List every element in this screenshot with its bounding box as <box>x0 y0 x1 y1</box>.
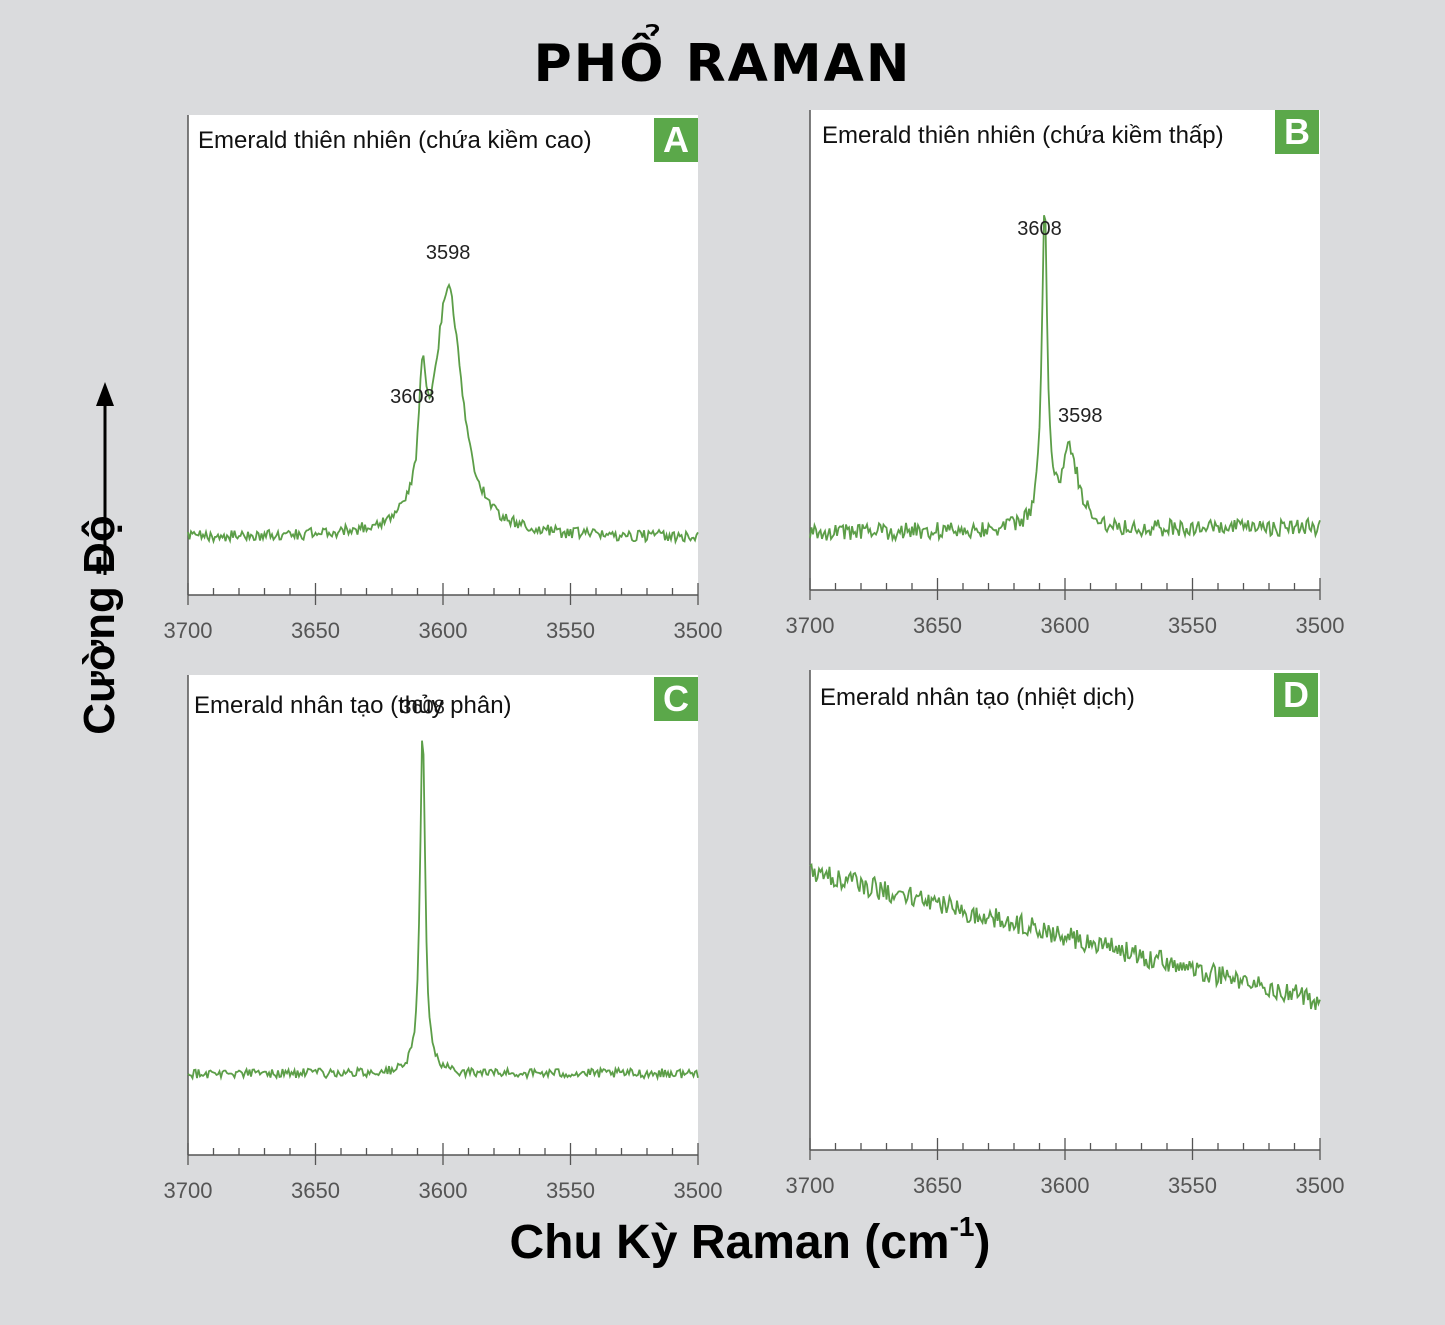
y-axis-arrow-icon <box>96 382 114 575</box>
panel-c-chart: 3700 3650 3600 3550 3500 3608 <box>164 675 723 1203</box>
panel-c-badge: C <box>654 677 698 721</box>
x-axis-label: Chu Kỳ Raman (cm-1) <box>0 1211 1445 1270</box>
x-axis-label-text: Chu Kỳ Raman (cm <box>509 1216 950 1269</box>
panel-d-chart: 3700 3650 3600 3550 3500 <box>786 670 1345 1198</box>
panel-d-x-tick-label: 3700 <box>786 1173 835 1198</box>
panel-b-badge: B <box>1275 110 1319 154</box>
panel-d: 3700 3650 3600 3550 3500 Emerald nhân tạo (n… <box>782 670 1352 1200</box>
panel-b-x-tick-label: 3500 <box>1296 613 1345 638</box>
panel-d-badge: D <box>1274 673 1318 717</box>
panel-a-peak-label: 3598 <box>426 242 471 264</box>
panel-d-x-tick-label: 3650 <box>913 1173 962 1198</box>
panel-c-x-tick-label: 3700 <box>164 1178 213 1203</box>
panel-b-x-tick-label: 3650 <box>913 613 962 638</box>
chart-title: PHỔ RAMAN <box>533 34 912 94</box>
panel-d-background <box>810 670 1320 1150</box>
panel-b: 3700 3650 3600 3550 3500 3608 3598 Emerald thi… <box>782 110 1352 640</box>
panel-b-spectrum-line <box>809 215 1321 543</box>
panel-c-spectrum-line <box>187 740 699 1082</box>
panel-a-title: Emerald thiên nhiên (chứa kiềm cao) <box>198 127 592 154</box>
panel-b-peak-label: 3608 <box>1017 218 1062 240</box>
panel-d-x-tick-label: 3550 <box>1168 1173 1217 1198</box>
panel-c-x-tick-label: 3650 <box>291 1178 340 1203</box>
panel-c-peak-label: 3608 <box>400 696 445 718</box>
panel-c: 3700 3650 3600 3550 3500 3608 Emerald nhân tạ… <box>160 675 730 1205</box>
panel-a-badge: A <box>654 118 698 162</box>
panel-b-title: Emerald thiên nhiên (chứa kiềm thấp) <box>822 122 1224 149</box>
panel-a-x-tick-label: 3550 <box>546 618 595 643</box>
panel-a-x-tick-label: 3700 <box>164 618 213 643</box>
panel-b-background <box>810 110 1320 590</box>
panel-b-x-tick-label: 3700 <box>786 613 835 638</box>
panel-d-title: Emerald nhân tạo (nhiệt dịch) <box>820 684 1135 711</box>
panel-c-x-tick-label: 3500 <box>674 1178 723 1203</box>
panel-b-x-tick-label: 3550 <box>1168 613 1217 638</box>
panel-a-chart: 3700 3650 3600 3550 3500 3598 3608 <box>164 115 723 643</box>
panel-a: 3700 3650 3600 3550 3500 3598 3608 Emerald thi… <box>160 115 730 645</box>
panel-b-peak-label: 3598 <box>1058 405 1103 427</box>
panel-b-chart: 3700 3650 3600 3550 3500 3608 3598 <box>786 110 1345 638</box>
panel-a-spectrum-line <box>187 282 699 545</box>
panel-d-x-tick-label: 3600 <box>1041 1173 1090 1198</box>
panel-c-title: Emerald nhân tạo (thủy phân) <box>194 692 512 719</box>
x-axis-label-close: ) <box>974 1216 991 1269</box>
x-axis-label-unit-exponent: -1 <box>949 1211 975 1242</box>
y-axis-label: Cường Độ <box>75 515 124 735</box>
panel-a-x-tick-label: 3500 <box>674 618 723 643</box>
panel-c-x-tick-label: 3600 <box>419 1178 468 1203</box>
y-axis: Cường Độ <box>40 380 160 860</box>
panel-a-x-tick-label: 3600 <box>419 618 468 643</box>
panel-a-background <box>188 115 698 595</box>
panel-c-background <box>188 675 698 1155</box>
panel-b-x-tick-label: 3600 <box>1041 613 1090 638</box>
panel-d-x-tick-label: 3500 <box>1296 1173 1345 1198</box>
panel-d-spectrum-line <box>809 862 1321 1011</box>
panel-a-peak-label: 3608 <box>390 386 435 408</box>
panel-a-x-tick-label: 3650 <box>291 618 340 643</box>
panel-c-x-tick-label: 3550 <box>546 1178 595 1203</box>
